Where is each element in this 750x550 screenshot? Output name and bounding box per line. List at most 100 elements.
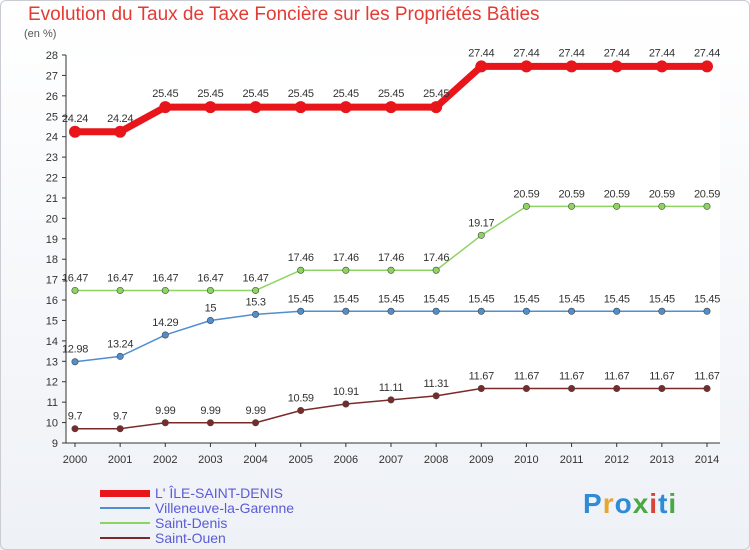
data-point [297, 307, 305, 315]
data-point [116, 352, 124, 360]
y-tick-label: 21 [46, 193, 58, 205]
data-label: 27.44 [559, 47, 585, 59]
brand-letter: x [632, 488, 650, 519]
data-label: 13.24 [107, 338, 133, 350]
data-label: 20.59 [559, 188, 585, 200]
data-label: 17.46 [333, 252, 359, 264]
y-tick-label: 10 [46, 418, 58, 430]
legend-swatch [100, 489, 150, 497]
x-tick-label: 2003 [198, 454, 222, 466]
data-label: 9.99 [155, 405, 175, 417]
data-point [658, 307, 666, 315]
data-label: 15.45 [604, 293, 630, 305]
x-tick-label: 2014 [695, 454, 719, 466]
data-label: 15 [205, 302, 217, 314]
data-label: 15.45 [649, 293, 675, 305]
y-axis-unit-label: (en %) [24, 28, 57, 40]
data-label: 27.44 [694, 47, 720, 59]
data-label: 20.59 [604, 188, 630, 200]
data-label: 11.67 [604, 370, 629, 382]
data-point [387, 396, 395, 404]
data-point [339, 101, 352, 114]
y-tick-label: 11 [47, 397, 58, 409]
data-point [297, 407, 305, 415]
data-point [161, 331, 169, 339]
data-point [249, 101, 262, 114]
y-tick-label: 14 [46, 336, 58, 348]
data-label: 27.44 [649, 47, 675, 59]
data-label: 20.59 [513, 188, 539, 200]
data-label: 15.3 [245, 296, 265, 308]
legend-label: Villeneuve-la-Garenne [155, 500, 295, 516]
data-point [342, 400, 350, 408]
data-point [114, 125, 127, 138]
x-tick-label: 2002 [153, 454, 177, 466]
legend-label: L' ÎLE-SAINT-DENIS [155, 485, 283, 501]
x-tick-label: 2000 [63, 454, 87, 466]
data-point [385, 101, 397, 114]
y-tick-label: 12 [46, 377, 58, 389]
data-point [477, 231, 485, 239]
brand-letter: o [614, 488, 633, 519]
data-point [522, 307, 530, 315]
data-point [655, 60, 668, 73]
data-point [520, 60, 533, 73]
data-point [159, 101, 172, 114]
data-label: 9.99 [200, 405, 220, 417]
brand-letter: t [658, 488, 669, 519]
data-point [71, 425, 79, 433]
data-point [387, 266, 395, 274]
data-point [522, 384, 530, 392]
data-label: 25.45 [243, 88, 269, 100]
data-point [116, 286, 124, 294]
y-tick-label: 20 [46, 213, 58, 225]
data-label: 10.59 [288, 393, 314, 405]
brand-letter: P [583, 488, 603, 519]
legend-item: L' ÎLE-SAINT-DENIS [100, 486, 400, 501]
data-point [703, 384, 711, 392]
x-tick-label: 2005 [288, 454, 312, 466]
data-label: 25.45 [378, 88, 404, 100]
brand-letter: i [668, 488, 678, 519]
data-label: 15.45 [423, 293, 449, 305]
data-point [206, 316, 214, 324]
data-label: 16.47 [243, 272, 269, 284]
data-point [206, 419, 214, 427]
data-label: 16.47 [197, 272, 223, 284]
y-tick-label: 26 [46, 91, 58, 103]
y-tick-label: 18 [46, 254, 58, 266]
data-label: 25.45 [423, 88, 449, 100]
data-label: 15.45 [559, 293, 585, 305]
y-tick-label: 27 [46, 70, 58, 82]
data-label: 25.45 [288, 88, 314, 100]
data-point [294, 101, 307, 114]
y-tick-label: 23 [46, 152, 58, 164]
legend-item: Saint-Ouen [100, 531, 400, 546]
data-point [297, 266, 305, 274]
data-point [568, 307, 576, 315]
data-label: 16.47 [62, 272, 88, 284]
legend-label: Saint-Ouen [155, 530, 226, 546]
data-point [116, 425, 124, 433]
data-point [613, 384, 621, 392]
x-tick-label: 2013 [650, 454, 674, 466]
data-point [475, 60, 488, 73]
data-label: 25.45 [197, 88, 223, 100]
data-label: 11.31 [424, 378, 449, 390]
plot-area [66, 55, 720, 443]
data-point [204, 101, 217, 114]
data-label: 17.46 [423, 252, 449, 264]
data-label: 14.29 [152, 317, 178, 329]
data-label: 24.24 [107, 113, 133, 125]
data-point [703, 202, 711, 210]
data-label: 11.67 [559, 370, 584, 382]
legend-item: Saint-Denis [100, 516, 400, 531]
y-tick-label: 19 [46, 234, 58, 246]
data-label: 15.45 [468, 293, 494, 305]
data-point [477, 384, 485, 392]
data-label: 25.45 [333, 88, 359, 100]
data-label: 27.44 [468, 47, 494, 59]
data-label: 20.59 [694, 188, 720, 200]
data-label: 11.67 [469, 370, 494, 382]
data-point [161, 286, 169, 294]
